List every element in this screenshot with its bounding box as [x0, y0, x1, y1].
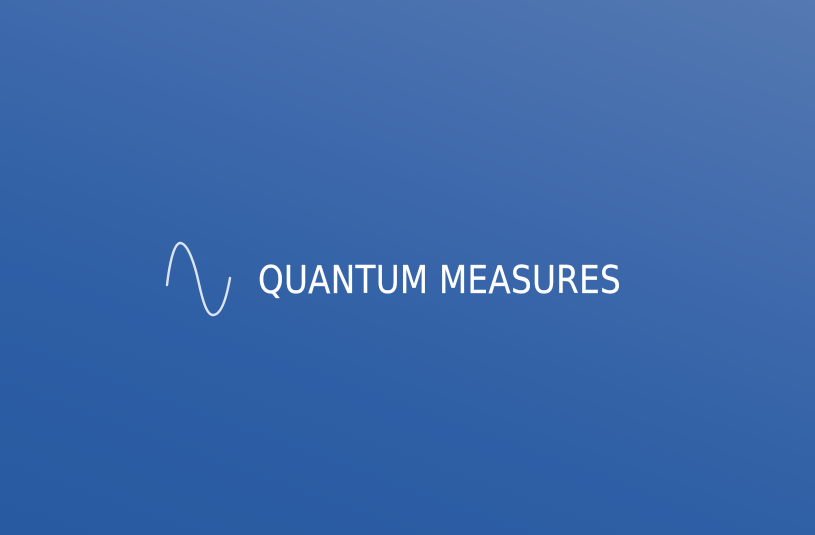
sine-wave-icon — [165, 241, 232, 317]
brand-name: QUANTUM MEASURES — [258, 258, 622, 302]
brand-logo: QUANTUM MEASURES — [162, 238, 682, 322]
